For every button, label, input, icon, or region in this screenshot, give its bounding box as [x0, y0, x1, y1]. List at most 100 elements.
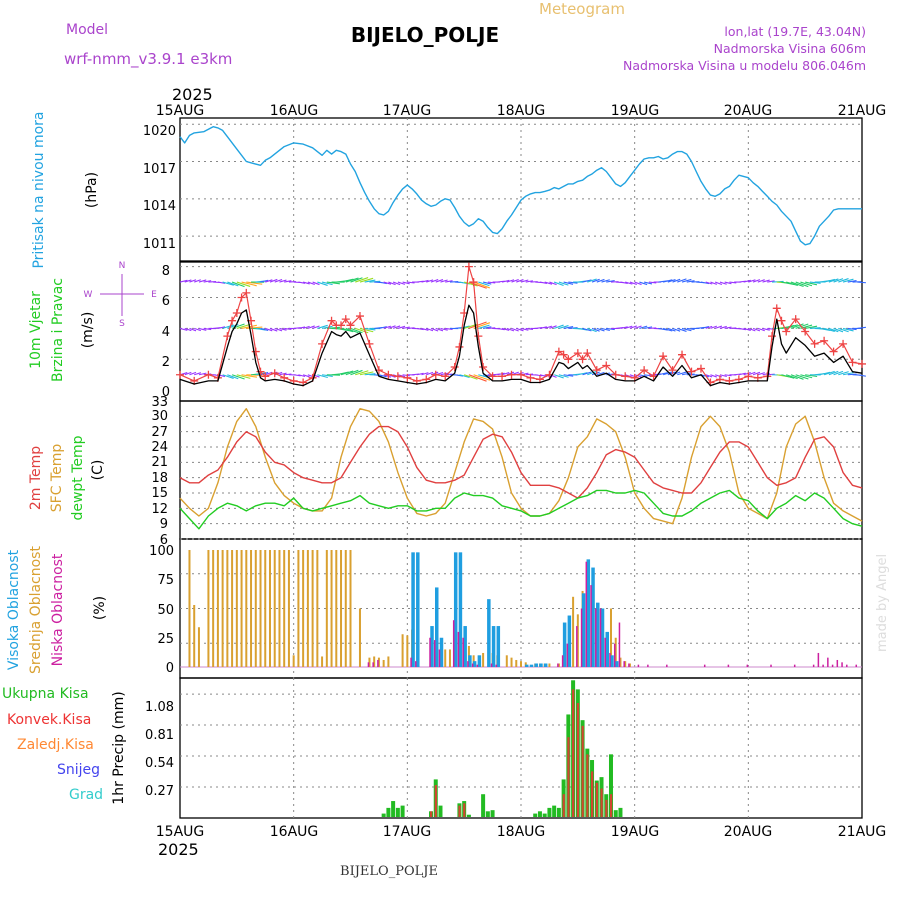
grid-layer	[180, 118, 862, 818]
wind-barb	[634, 325, 642, 329]
cloud-mid-bar	[368, 657, 371, 667]
cloud-mid-bar	[340, 550, 343, 667]
wind-barb	[274, 278, 283, 283]
cloud-high-bar	[614, 661, 619, 667]
wind-barb	[284, 373, 292, 376]
cloud-low-bar	[490, 663, 493, 667]
temp-panel-frame	[179, 400, 863, 540]
wind-barb	[563, 326, 574, 329]
wind-barb	[644, 326, 653, 329]
cloud-high-bar	[600, 608, 605, 667]
wind-barb	[321, 374, 333, 377]
wind-gust-marker	[829, 347, 838, 356]
wind-gust-marker	[640, 366, 649, 375]
cloud-low-bar	[471, 663, 474, 667]
cloud-high-bar	[596, 602, 600, 667]
pressure-y-axis: 1011 1014 1017 1020	[143, 124, 176, 252]
wind-gust-marker	[232, 308, 241, 317]
wind-barb	[231, 374, 245, 380]
wind-barb	[719, 325, 727, 329]
wind-barb	[340, 278, 354, 283]
temp-y-tick: 18	[151, 471, 168, 486]
cloud-high-bar	[524, 664, 529, 667]
temp-y-tick: 33	[151, 395, 168, 410]
wind-barb	[568, 327, 578, 329]
temp-y-tick: 6	[160, 533, 168, 548]
precip-y-tick: 1.08	[145, 700, 174, 715]
wind-barb	[355, 277, 369, 283]
wind-gust-marker	[517, 370, 525, 379]
cloud-low-bar	[817, 652, 820, 667]
wind-barb	[525, 373, 534, 376]
elevation-text: Nadmorska Visina 606m	[714, 41, 866, 56]
wind-barb	[544, 281, 553, 285]
wind-gust-marker	[337, 321, 346, 330]
cloud-mid-bar	[325, 550, 328, 667]
wind-barb	[535, 374, 543, 377]
cloud-y-tick: 100	[149, 544, 174, 559]
cloud-mid-bar	[614, 637, 617, 667]
wind-gust-marker	[237, 293, 246, 302]
wind-gust-marker	[611, 370, 620, 379]
precip-legend-conv: Konvek.Kisa	[7, 712, 91, 728]
wind-ylabel-sub: Brzina i Pravac	[50, 278, 66, 382]
wind-barb	[227, 374, 239, 380]
precip-total-bar	[485, 811, 490, 817]
cloud-high-bar	[496, 626, 501, 667]
cloud-high-bar	[416, 552, 420, 667]
wind-barb	[355, 370, 369, 376]
bottom-x-tick-label: 18AUG	[497, 824, 546, 840]
wind-gust-marker	[365, 339, 374, 348]
wind-barb	[497, 372, 505, 376]
product-title: Meteogram	[539, 0, 625, 18]
cloud-mid-bar	[330, 550, 333, 667]
precip-conv-bar	[605, 799, 608, 817]
top-x-tick-label: 15AUG	[156, 103, 205, 119]
wind-barb	[838, 278, 849, 283]
cloud-low-bar	[836, 659, 839, 667]
wind-barb	[842, 327, 854, 332]
precip-conv-bar	[586, 754, 589, 817]
marks-layer	[176, 125, 867, 817]
precip-total-bar	[391, 801, 396, 817]
wind-gust-marker	[564, 355, 573, 364]
wind-gust-marker	[441, 372, 450, 381]
cloud-mid-bar	[557, 663, 560, 667]
precip-total-bar	[537, 811, 542, 817]
wind-barb	[672, 278, 681, 283]
wind-barb	[634, 374, 642, 378]
wind-barb	[345, 277, 359, 283]
pressure-y-tick: 1017	[143, 162, 176, 177]
wind-barb	[463, 374, 478, 380]
bottom-x-tick-label: 19AUG	[611, 824, 660, 840]
cloud-mid-bar	[482, 652, 485, 667]
wind-gust-marker	[393, 372, 402, 381]
wind-barb	[430, 278, 439, 283]
wind-gust-marker	[261, 372, 270, 381]
wind-barb	[260, 279, 269, 283]
wind-barb	[402, 281, 410, 285]
cloud-mid-bar	[401, 634, 404, 667]
cloud-mid-bar	[207, 550, 210, 667]
wind-barb	[591, 327, 600, 332]
precip-conv-bar	[609, 794, 613, 817]
top-x-axis: 15AUG 16AUG 17AUG 18AUG 19AUG 20AUG 21AU…	[156, 103, 887, 119]
wind-barb	[355, 327, 369, 334]
cloud-mid-bar	[297, 550, 300, 667]
wind-barb	[359, 327, 374, 333]
wind-gust-marker	[554, 347, 563, 356]
cloud-low-bar	[566, 643, 569, 667]
footer-station: BIJELO_POLJE	[340, 864, 438, 879]
cloud-mid-bar	[254, 550, 257, 667]
wind-barb	[302, 281, 310, 285]
wind-barb	[227, 281, 239, 287]
top-x-tick-label: 18AUG	[497, 103, 546, 119]
cloud-y-tick: 0	[166, 661, 174, 676]
wind-barb	[587, 370, 597, 376]
wind-barb	[317, 374, 328, 379]
wind-barb	[501, 279, 510, 283]
wind-barb	[639, 374, 648, 378]
precip-total-bar	[552, 805, 557, 817]
wind-barb	[833, 327, 844, 333]
wind-barb	[672, 327, 681, 332]
